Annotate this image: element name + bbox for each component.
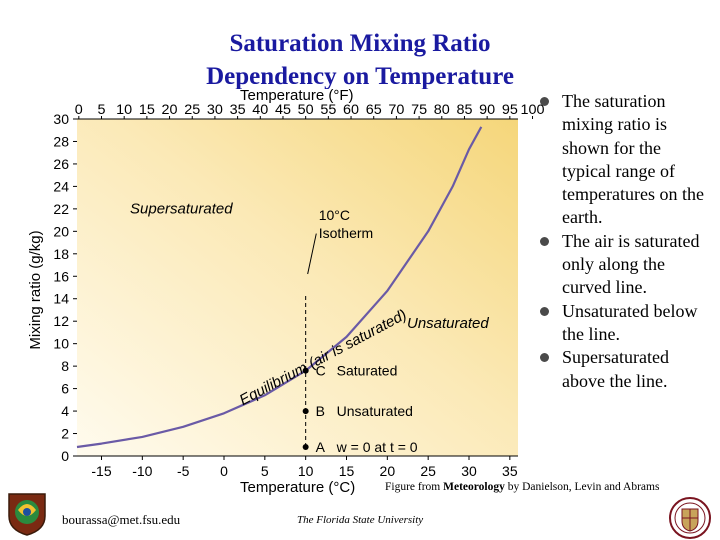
x-tick-label: 0 bbox=[220, 463, 228, 479]
figure-caption: Figure from Meteorology by Danielson, Le… bbox=[385, 481, 659, 493]
point-description: Saturated bbox=[337, 363, 398, 379]
x2-tick-label: 75 bbox=[411, 101, 427, 117]
y-tick-label: 14 bbox=[53, 291, 69, 307]
bullet-list: The saturation mixing ratio is shown for… bbox=[534, 90, 714, 393]
y-axis-title: Mixing ratio (g/kg) bbox=[27, 230, 44, 349]
x-tick-label: -15 bbox=[91, 463, 111, 479]
isotherm-temp-label: 10°C bbox=[319, 207, 350, 223]
y-tick-label: 28 bbox=[53, 133, 69, 149]
fsu-seal-icon bbox=[669, 497, 711, 539]
bullet-text: The air is saturated only along the curv… bbox=[562, 230, 700, 298]
x2-tick-label: 45 bbox=[275, 101, 291, 117]
x2-axis-title: Temperature (°F) bbox=[240, 87, 354, 104]
x2-tick-label: 80 bbox=[434, 101, 450, 117]
bullet-text: Supersaturated above the line. bbox=[562, 347, 669, 391]
y-tick-label: 2 bbox=[61, 426, 69, 442]
x2-tick-label: 25 bbox=[184, 101, 200, 117]
x2-tick-label: 30 bbox=[207, 101, 223, 117]
x2-tick-label: 100 bbox=[521, 101, 545, 117]
supersaturated-label: Supersaturated bbox=[130, 200, 233, 217]
point-description: w = 0 at t = 0 bbox=[336, 439, 418, 455]
x-tick-label: 5 bbox=[261, 463, 269, 479]
x2-tick-label: 40 bbox=[252, 101, 268, 117]
x-tick-label: 10 bbox=[298, 463, 314, 479]
met-logo-icon bbox=[8, 493, 46, 536]
plot-background bbox=[77, 119, 518, 456]
x2-tick-label: 90 bbox=[479, 101, 495, 117]
x-tick-label: 30 bbox=[461, 463, 477, 479]
bullet-item: Supersaturated above the line. bbox=[534, 346, 714, 393]
x2-tick-label: 55 bbox=[320, 101, 336, 117]
y-tick-label: 16 bbox=[53, 268, 69, 284]
caption-suffix: by Danielson, Levin and Abrams bbox=[504, 481, 660, 493]
y-tick-label: 18 bbox=[53, 246, 69, 262]
y-tick-label: 12 bbox=[53, 313, 69, 329]
point-b bbox=[302, 408, 309, 415]
bullet-dot-icon bbox=[540, 236, 549, 246]
y-tick-label: 30 bbox=[53, 111, 69, 127]
bullet-item: The saturation mixing ratio is shown for… bbox=[534, 90, 714, 230]
y-tick-label: 22 bbox=[53, 201, 69, 217]
y-tick-label: 24 bbox=[53, 178, 69, 194]
isotherm-pointer bbox=[307, 233, 317, 275]
x-tick-label: 20 bbox=[380, 463, 396, 479]
x2-tick-label: 70 bbox=[388, 101, 404, 117]
x2-tick-label: 85 bbox=[456, 101, 472, 117]
x-axis-title: Temperature (°C) bbox=[240, 479, 355, 496]
x2-tick-label: 65 bbox=[366, 101, 382, 117]
x2-tick-label: 50 bbox=[298, 101, 314, 117]
bullet-dot-icon bbox=[540, 97, 549, 106]
point-label: A bbox=[316, 439, 326, 455]
slide-title-line2: Dependency on Temperature bbox=[206, 63, 514, 89]
y-tick-label: 0 bbox=[61, 448, 69, 464]
y-tick-label: 20 bbox=[53, 223, 69, 239]
y-tick-label: 6 bbox=[61, 381, 69, 397]
point-c bbox=[302, 367, 309, 374]
footer-email: bourassa@met.fsu.edu bbox=[62, 512, 181, 527]
x2-tick-label: 15 bbox=[139, 101, 155, 117]
isotherm-label: Isotherm bbox=[319, 225, 373, 241]
x2-tick-label: 35 bbox=[230, 101, 246, 117]
caption-book: Meteorology bbox=[443, 481, 505, 493]
point-label: B bbox=[316, 403, 325, 419]
x2-tick-label: 5 bbox=[98, 101, 106, 117]
y-tick-label: 4 bbox=[61, 403, 69, 419]
caption-prefix: Figure from bbox=[385, 481, 444, 493]
bullet-text: The saturation mixing ratio is shown for… bbox=[562, 91, 704, 228]
footer-university: The Florida State University bbox=[297, 514, 424, 526]
bullet-item: The air is saturated only along the curv… bbox=[534, 230, 714, 300]
bullet-text: Unsaturated below the line. bbox=[562, 300, 698, 344]
point-label: C bbox=[316, 363, 326, 379]
x-tick-label: -10 bbox=[132, 463, 152, 479]
point-a bbox=[302, 444, 309, 451]
x2-tick-label: 20 bbox=[162, 101, 178, 117]
unsaturated-label: Unsaturated bbox=[407, 315, 489, 332]
x-tick-label: 35 bbox=[502, 463, 518, 479]
bullet-item: Unsaturated below the line. bbox=[534, 300, 714, 347]
x2-tick-label: 60 bbox=[343, 101, 359, 117]
slide-title-line1: Saturation Mixing Ratio bbox=[229, 30, 491, 57]
x2-tick-label: 0 bbox=[75, 101, 83, 117]
x2-tick-label: 10 bbox=[116, 101, 132, 117]
bullet-dot-icon bbox=[540, 353, 549, 363]
x2-tick-label: 95 bbox=[502, 101, 518, 117]
x-tick-label: -5 bbox=[177, 463, 190, 479]
bullet-dot-icon bbox=[540, 306, 549, 316]
point-description: Unsaturated bbox=[337, 403, 413, 419]
x-tick-label: 25 bbox=[420, 463, 436, 479]
y-tick-label: 26 bbox=[53, 156, 69, 172]
y-tick-label: 8 bbox=[61, 358, 69, 374]
x-tick-label: 15 bbox=[339, 463, 355, 479]
y-tick-label: 10 bbox=[53, 336, 69, 352]
